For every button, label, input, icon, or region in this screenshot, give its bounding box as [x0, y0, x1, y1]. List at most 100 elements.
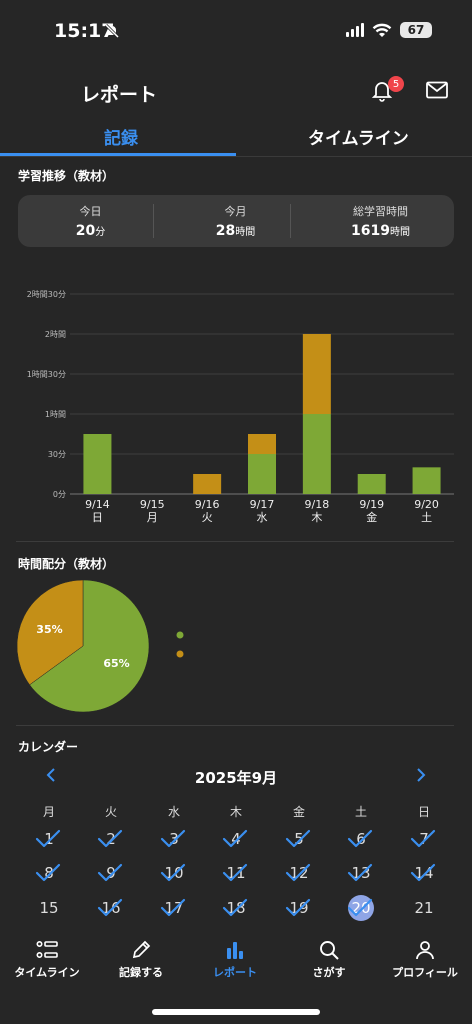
tab-record[interactable]: 記録: [104, 129, 138, 149]
x-weekday-label: 土: [421, 511, 432, 524]
calendar-day[interactable]: 2: [91, 825, 131, 853]
calendar-day[interactable]: 10: [154, 859, 194, 887]
status-right: 67: [346, 22, 432, 38]
check-mark-icon: [410, 863, 436, 882]
status-bar: 15:17 67: [0, 0, 472, 60]
weekday-header: 金: [292, 805, 305, 819]
summary-unit: 分: [95, 227, 106, 238]
summary-value: 28: [215, 223, 236, 239]
calendar-day[interactable]: 14: [404, 859, 444, 887]
notification-button[interactable]: 5: [370, 76, 404, 106]
calendar-day-number: 8: [44, 864, 54, 882]
weekday-header: 火: [104, 805, 117, 819]
calendar-day[interactable]: 21: [404, 894, 444, 922]
x-weekday-label: 日: [92, 511, 103, 524]
x-tick-label: 9/17: [250, 498, 275, 511]
home-indicator: [152, 1009, 320, 1015]
calendar-day-number: 13: [351, 864, 371, 882]
calendar-day-number: 10: [164, 864, 184, 882]
bar-segment: [302, 334, 331, 414]
tab-timeline[interactable]: タイムライン: [308, 129, 409, 149]
summary-unit: 時間: [389, 227, 410, 238]
bar-segment: [83, 434, 112, 494]
calendar-day[interactable]: 8: [29, 859, 69, 887]
calendar-day-number: 14: [414, 864, 434, 882]
summary-card: 今日 20分 今月 28時間 総学習時間 1619時間: [18, 195, 454, 247]
summary-today: 今日 20分: [18, 195, 163, 247]
calendar-day-number: 11: [226, 864, 246, 882]
calendar-day-number: 18: [226, 899, 246, 917]
mail-icon: [426, 81, 448, 99]
weekday-header: 水: [167, 805, 180, 819]
calendar-day[interactable]: 16: [91, 894, 131, 922]
nav-record[interactable]: 記録する: [94, 936, 188, 980]
bar-chart-icon: [227, 942, 243, 959]
calendar-day[interactable]: 6: [341, 825, 381, 853]
nav-label: 記録する: [119, 966, 163, 979]
nav-label: タイムライン: [14, 966, 80, 979]
x-weekday-label: 木: [311, 511, 322, 524]
divider: [153, 204, 154, 238]
x-tick-label: 9/18: [305, 498, 330, 511]
divider: [16, 541, 454, 542]
calendar-day-number: 7: [419, 830, 429, 848]
search-icon: [320, 941, 339, 960]
calendar-day-number: 19: [289, 899, 309, 917]
timeline-icon: [36, 940, 58, 959]
nav-label: レポート: [213, 966, 257, 979]
calendar-day[interactable]: 20: [341, 894, 381, 922]
y-tick-label: 2時間: [45, 330, 66, 339]
material-distribution-pie-chart: 65% 35%: [16, 579, 184, 713]
nav-search[interactable]: さがす: [282, 936, 376, 980]
y-tick-label: 30分: [48, 450, 66, 459]
calendar-day[interactable]: 12: [279, 859, 319, 887]
next-month-button[interactable]: [414, 765, 428, 789]
x-weekday-label: 金: [366, 510, 377, 524]
legend-dot: [176, 631, 184, 639]
check-mark-icon: [285, 863, 311, 882]
weekday-header: 土: [354, 805, 367, 819]
notification-badge: 5: [388, 76, 404, 92]
cellular-signal-icon: [346, 23, 364, 37]
calendar-day[interactable]: 1: [29, 825, 69, 853]
calendar-day[interactable]: 7: [404, 825, 444, 853]
x-weekday-label: 月: [147, 511, 158, 524]
calendar-day[interactable]: 11: [216, 859, 256, 887]
calendar-day-number: 4: [231, 830, 241, 848]
calendar-day-number: 5: [294, 830, 304, 848]
x-tick-label: 9/19: [359, 498, 384, 511]
page-title: レポート: [81, 84, 158, 106]
calendar-day[interactable]: 5: [279, 825, 319, 853]
x-weekday-label: 火: [202, 511, 213, 524]
chevron-right-icon: [417, 768, 426, 782]
calendar-day[interactable]: 15: [29, 894, 69, 922]
calendar-day[interactable]: 18: [216, 894, 256, 922]
mail-button[interactable]: [426, 81, 448, 103]
check-mark-icon: [285, 898, 311, 917]
tab-bar: 記録 タイムライン: [0, 118, 472, 157]
calendar-day[interactable]: 17: [154, 894, 194, 922]
calendar-day[interactable]: 4: [216, 825, 256, 853]
bar-segment: [193, 474, 222, 494]
active-tab-indicator: [0, 153, 236, 156]
bar-segment: [302, 414, 331, 494]
calendar-day[interactable]: 19: [279, 894, 319, 922]
bar-segment: [412, 467, 441, 494]
divider: [16, 725, 454, 726]
calendar-day-number: 17: [164, 899, 184, 917]
status-time: 15:17: [54, 20, 115, 42]
nav-report[interactable]: レポート: [188, 936, 282, 980]
y-tick-label: 0分: [53, 490, 66, 499]
nav-timeline[interactable]: タイムライン: [0, 936, 94, 980]
chevron-left-icon: [46, 768, 55, 782]
legend-dot: [176, 650, 184, 658]
x-weekday-label: 水: [257, 511, 268, 524]
nav-profile[interactable]: プロフィール: [378, 936, 472, 980]
prev-month-button[interactable]: [44, 765, 58, 789]
summary-unit: 時間: [235, 227, 256, 238]
today-marker: [348, 895, 374, 921]
calendar-day[interactable]: 9: [91, 859, 131, 887]
distribution-section-title: 時間配分（教材）: [18, 557, 115, 571]
calendar-day[interactable]: 13: [341, 859, 381, 887]
calendar-day[interactable]: 3: [154, 825, 194, 853]
